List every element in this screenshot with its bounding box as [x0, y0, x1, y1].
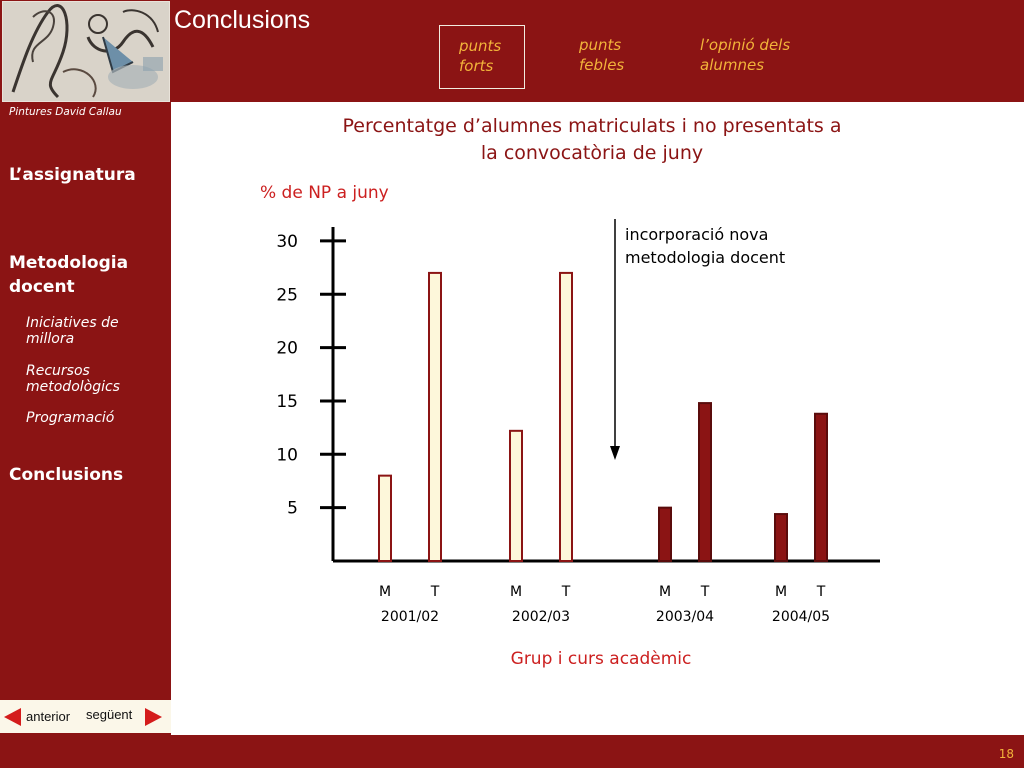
annotation-text-line1: incorporació nova — [625, 225, 768, 244]
y-tick-label: 15 — [276, 392, 298, 412]
y-tick-label: 10 — [276, 445, 298, 465]
x-group-label: 2004/05 — [772, 609, 830, 625]
painting-credit: Pintures David Callau — [9, 106, 122, 118]
painting-thumbnail — [2, 1, 170, 102]
y-tick-label: 20 — [276, 339, 298, 359]
bar — [509, 429, 523, 562]
bar — [658, 506, 672, 562]
annotation-arrow-head — [610, 446, 620, 460]
x-tick-label: T — [816, 584, 826, 600]
bar — [774, 513, 788, 562]
tab-label-line1: punts — [579, 36, 622, 54]
nav-subitem-label-line2: millora — [26, 331, 75, 347]
nav-subitem-recursos[interactable]: Recursos metodològics — [26, 363, 166, 395]
nav-subitem-programacio[interactable]: Programació — [26, 410, 166, 426]
nav-subitem-label-line1: Iniciatives de — [26, 315, 119, 331]
nav-item-assignatura[interactable]: L’assignatura — [9, 163, 136, 187]
nav-item-conclusions[interactable]: Conclusions — [9, 463, 123, 487]
nav-subitem-label-line2: metodològics — [26, 379, 120, 395]
bar — [814, 412, 828, 562]
x-tick-label: M — [379, 584, 391, 600]
nav-item-label: Conclusions — [9, 465, 124, 485]
bar — [559, 271, 573, 562]
nav-item-label-line2: docent — [9, 277, 75, 297]
nav-subitem-iniciatives[interactable]: Iniciatives de millora — [26, 315, 166, 347]
nav-subitem-label-line1: Recursos — [26, 363, 90, 379]
x-group-label: 2001/02 — [381, 609, 439, 625]
arrow-left-icon — [4, 708, 21, 726]
bar-chart: % de NP a juny 5 10 15 20 25 30 M T 2001/02 M T 2002… — [260, 183, 880, 669]
chart-title-line1: Percentatge d’alumnes matriculats i no p… — [342, 115, 842, 137]
x-tick-label: T — [561, 584, 571, 600]
sidebar: Pintures David Callau L’assignatura Meto… — [0, 0, 171, 768]
x-tick-label: M — [775, 584, 787, 600]
x-group-label: 2003/04 — [656, 609, 714, 625]
previous-button[interactable]: anterior — [0, 700, 82, 733]
chart-title-line2: la convocatòria de juny — [480, 142, 704, 164]
nav-item-label-line1: Metodologia — [9, 253, 129, 273]
tab-label-line2: forts — [459, 57, 494, 75]
x-tick-label: M — [659, 584, 671, 600]
tab-label-line2: febles — [579, 56, 625, 74]
header-bar: Conclusions punts forts punts febles l’o… — [171, 0, 1024, 102]
page-title: Conclusions — [174, 6, 311, 34]
y-tick-label: 25 — [276, 285, 298, 305]
bar — [698, 402, 712, 562]
x-tick-label: T — [430, 584, 440, 600]
arrow-right-icon — [145, 708, 162, 726]
nav-item-label: L’assignatura — [9, 165, 136, 185]
bar — [378, 474, 392, 563]
slide-navigation: anterior següent — [0, 700, 171, 733]
y-axis-label: % de NP a juny — [260, 183, 389, 203]
tab-label-line2: alumnes — [700, 56, 765, 74]
x-group-label: 2002/03 — [512, 609, 570, 625]
footer-bar: 18 — [171, 735, 1024, 768]
next-button[interactable]: següent — [84, 700, 168, 733]
y-tick-label: 5 — [287, 499, 298, 519]
tab-label-line1: l’opinió dels — [700, 36, 791, 54]
bar — [428, 271, 442, 562]
tab-punts-forts[interactable]: punts forts — [439, 25, 525, 89]
tab-opinio-alumnes[interactable]: l’opinió dels alumnes — [700, 35, 790, 75]
x-tick-label: M — [510, 584, 522, 600]
tab-label-line1: punts — [459, 37, 502, 55]
next-label: següent — [86, 707, 133, 722]
previous-label: anterior — [26, 709, 71, 724]
x-axis-label: Grup i curs acadèmic — [511, 649, 692, 669]
x-tick-label: T — [700, 584, 710, 600]
chart-title: Percentatge d’alumnes matriculats i no p… — [304, 113, 880, 167]
nav-item-metodologia-docent[interactable]: Metodologia docent — [9, 251, 128, 299]
slide-number: 18 — [998, 747, 1014, 761]
nav-subitem-label-line1: Programació — [26, 410, 115, 426]
tab-punts-febles[interactable]: punts febles — [579, 35, 624, 75]
y-tick-label: 30 — [276, 232, 298, 252]
annotation-text-line2: metodologia docent — [625, 248, 785, 267]
